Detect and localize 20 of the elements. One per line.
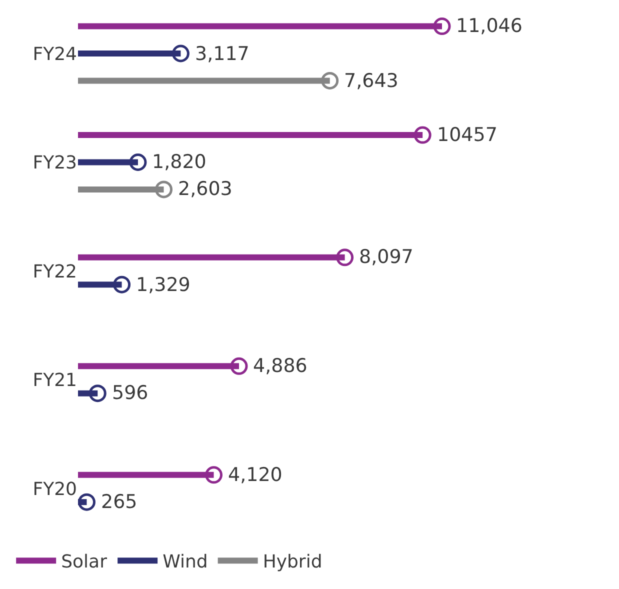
data-label: 10457	[437, 124, 498, 146]
data-label: 8,097	[359, 246, 414, 268]
data-label: 4,120	[228, 464, 282, 486]
legend-label: Solar	[61, 552, 108, 573]
y-tick-label: FY20	[32, 478, 77, 500]
data-label: 3,117	[195, 43, 250, 65]
data-label: 4,886	[253, 355, 308, 377]
data-label: 7,643	[344, 70, 398, 92]
y-tick-label: FY23	[32, 152, 77, 174]
legend-label: Hybrid	[262, 552, 322, 573]
y-tick-label: FY24	[32, 44, 77, 65]
y-tick-label: FY21	[32, 370, 77, 392]
data-label: 1,820	[152, 151, 206, 173]
data-label: 11,046	[456, 15, 522, 37]
data-label: 596	[112, 382, 148, 404]
data-label: 2,603	[178, 178, 232, 200]
data-label: 265	[101, 491, 138, 513]
legend-label: Wind	[162, 552, 208, 573]
data-label: 1,329	[136, 274, 190, 296]
y-tick-label: FY22	[32, 261, 77, 282]
